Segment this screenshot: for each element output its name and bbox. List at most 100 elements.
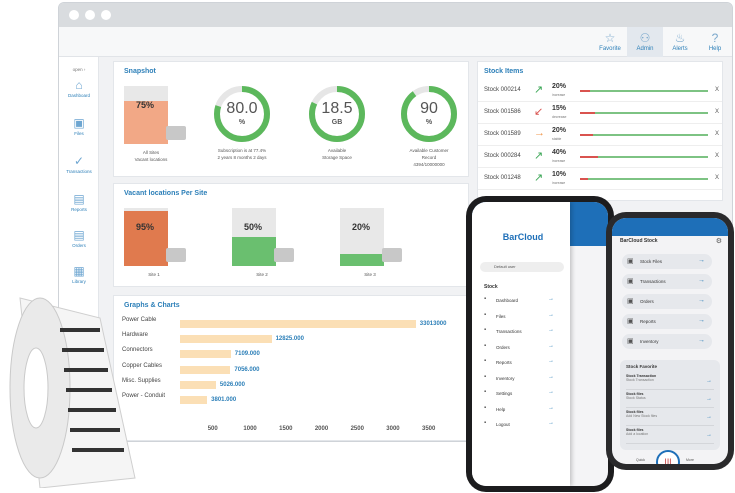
- favorite-item[interactable]: Stock files Stock Status →: [626, 392, 714, 408]
- favorite-title: Stock files: [626, 392, 644, 396]
- favorite-title: Stock Transaction: [626, 374, 657, 378]
- site-percent: 50%: [244, 222, 263, 232]
- subscription-gauge: 80.0 %: [212, 84, 272, 144]
- gear-icon[interactable]: ⚙: [715, 238, 722, 245]
- menu-item-label: Orders: [496, 344, 510, 350]
- site-label: Site 2: [256, 272, 268, 277]
- nav-help-button[interactable]: ? Help: [697, 27, 732, 57]
- user-icon: ⚇: [639, 31, 651, 45]
- close-icon[interactable]: X: [715, 87, 720, 93]
- sidebar-item-reports[interactable]: ▤ Reports: [59, 191, 99, 212]
- stock-level-red: [580, 134, 593, 136]
- nav-label: Help: [708, 46, 722, 52]
- nav-admin-button[interactable]: ⚇ Admin: [627, 27, 663, 57]
- phone-right: BarCloud Stock ⚙ ▣ Stock Files → ▣ Transacti…: [606, 212, 734, 470]
- inventory-icon: ▣: [627, 338, 634, 345]
- stock-trend-label: stable: [552, 137, 562, 141]
- menu-item-dashboard[interactable]: ▪ Dashboard →: [482, 294, 558, 308]
- menu-item-reports[interactable]: ▪ Reports →: [482, 356, 558, 370]
- sidebar-toggle[interactable]: open ›: [72, 67, 86, 72]
- stock-name: Stock 001589: [484, 131, 521, 137]
- stock-row[interactable]: Stock 001248 ↗ 10% increase X: [478, 168, 722, 190]
- nav-favorite-button[interactable]: ☆ Favorite: [592, 27, 628, 57]
- menu-item-files[interactable]: ▪ Files →: [482, 310, 558, 324]
- logout-icon: ▪: [484, 420, 487, 426]
- nav-label: Admin: [636, 46, 654, 52]
- building-fill: [340, 254, 384, 266]
- menu-item-inventory[interactable]: ▪ Inventory →: [482, 372, 558, 386]
- favorite-item[interactable]: Stock Transaction Stock Transaction →: [626, 374, 714, 390]
- menu-item-label: Help: [496, 406, 506, 412]
- tile-transactions[interactable]: ▣ Transactions →: [622, 274, 712, 289]
- sidebar-toggle-label: open: [72, 67, 83, 72]
- arrow-right-icon: →: [698, 277, 705, 284]
- sidebar-item-dashboard[interactable]: ⌂ Dashboard: [59, 77, 99, 98]
- tile-label: Orders: [640, 299, 654, 304]
- sidebar-item-label: Reports: [71, 207, 87, 212]
- snapshot-title: Snapshot: [124, 68, 156, 75]
- menu-item-orders[interactable]: ▪ Orders →: [482, 341, 558, 355]
- sidebar-item-orders[interactable]: ▤ Orders: [59, 227, 99, 248]
- tile-orders[interactable]: ▣ Orders →: [622, 294, 712, 309]
- tile-stock-files[interactable]: ▣ Stock Files →: [622, 254, 712, 269]
- close-icon[interactable]: X: [715, 131, 720, 137]
- phone-left: BarCloud Default user Stock ▪ Dashboard → ▪…: [466, 196, 614, 492]
- menu-section-title: Stock: [484, 284, 498, 290]
- stock-row[interactable]: Stock 001589 → 20% stable X: [478, 124, 722, 146]
- stock-level-bar: [580, 134, 708, 136]
- trend-up-icon: ↗: [534, 150, 544, 162]
- phone-left-screen: BarCloud Default user Stock ▪ Dashboard → ▪…: [472, 202, 608, 486]
- truck-icon: [166, 248, 186, 262]
- favorite-item[interactable]: Stock files Add New Stock files →: [626, 410, 714, 426]
- tile-label: Stock Files: [640, 259, 663, 264]
- favorite-title: Stock files: [626, 428, 644, 432]
- sidebar-item-transactions[interactable]: ✓ Transactions: [59, 153, 99, 174]
- menu-item-transactions[interactable]: ▪ Transactions →: [482, 325, 558, 339]
- stock-items-card: Stock Items Stock 000214 ↗ 20% increase X Sto…: [477, 61, 723, 201]
- gauge-unit: GB: [331, 119, 343, 126]
- menu-item-settings[interactable]: ▪ Settings →: [482, 387, 558, 401]
- stock-name: Stock 001586: [484, 109, 521, 115]
- gauge-caption: Storage Space: [322, 155, 352, 160]
- gauge-caption: Record: [421, 155, 437, 160]
- arrow-right-icon: →: [706, 378, 712, 384]
- stock-trend-label: increase: [552, 159, 566, 163]
- image-icon: ▦: [73, 264, 85, 278]
- stock-items-title: Stock Items: [484, 68, 524, 75]
- menu-item-help[interactable]: ▪ Help →: [482, 403, 558, 417]
- scan-button[interactable]: |||: [656, 450, 680, 464]
- stock-row[interactable]: Stock 001586 ↙ 15% decrease X: [478, 102, 722, 124]
- favorite-subtitle: Add New Stock files: [626, 414, 658, 418]
- building-fill: [232, 237, 276, 266]
- favorites-title: Stock Favorite: [626, 364, 658, 369]
- folder-icon: ▪: [484, 311, 487, 318]
- arrow-right-icon: →: [698, 297, 705, 304]
- sidebar-item-library[interactable]: ▦ Library: [59, 263, 99, 284]
- stock-row[interactable]: Stock 000214 ↗ 20% increase X: [478, 80, 722, 102]
- user-selector[interactable]: Default user: [480, 262, 564, 272]
- close-icon[interactable]: X: [715, 109, 720, 115]
- sidebar-item-files[interactable]: ▣ Files: [59, 115, 99, 136]
- trend-right-icon: →: [534, 127, 545, 139]
- gauge-caption: 2 years 8 months 2 days: [217, 155, 267, 160]
- site-percent: 95%: [136, 222, 155, 232]
- tile-label: Transactions: [640, 279, 666, 284]
- stock-level-bar: [580, 156, 708, 158]
- close-icon[interactable]: X: [715, 153, 720, 159]
- menu-item-logout[interactable]: ▪ Logout →: [482, 418, 558, 432]
- stock-percent: 10%: [552, 171, 567, 178]
- help-icon: ▪: [484, 404, 487, 411]
- menu-item-label: Transactions: [496, 329, 522, 334]
- trend-up-icon: ↗: [534, 172, 544, 184]
- close-icon[interactable]: X: [715, 175, 720, 181]
- site-label: Site 3: [364, 272, 376, 277]
- nav-alerts-button[interactable]: ♨ Alerts: [662, 27, 698, 57]
- home-icon: ⌂: [75, 78, 83, 92]
- more-tab[interactable]: More: [686, 458, 694, 462]
- vacant-caption: Vacant locations: [134, 157, 168, 162]
- quick-tab[interactable]: Quick: [636, 458, 645, 462]
- tile-inventory[interactable]: ▣ Inventory →: [622, 334, 712, 349]
- favorite-item[interactable]: Stock files Add a location →: [626, 428, 714, 444]
- tile-reports[interactable]: ▣ Reports →: [622, 314, 712, 329]
- stock-row[interactable]: Stock 000284 ↗ 40% increase X: [478, 146, 722, 168]
